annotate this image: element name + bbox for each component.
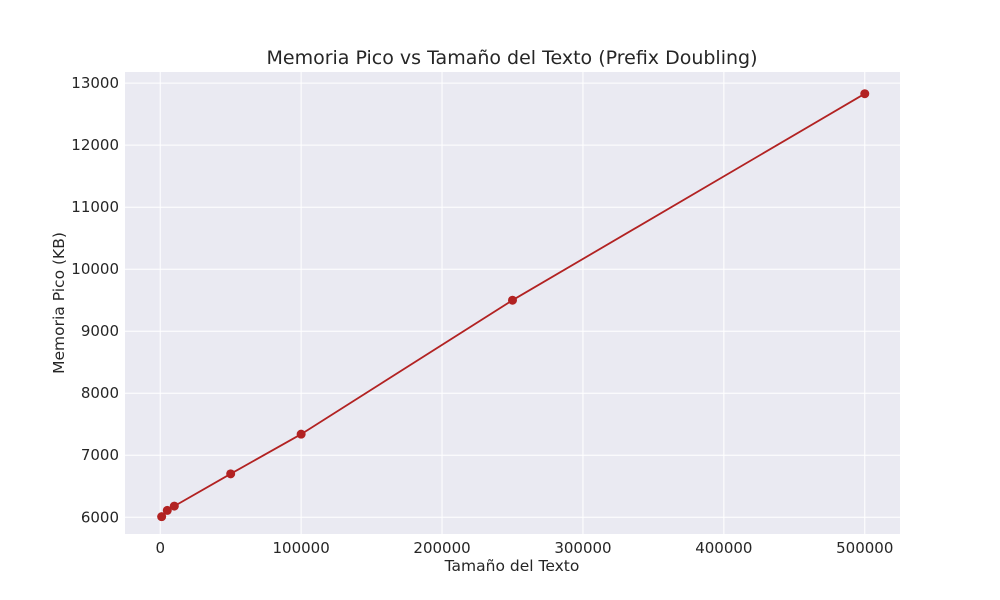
data-point <box>162 505 172 515</box>
data-point <box>860 89 870 99</box>
data-point <box>157 512 167 522</box>
grid <box>125 72 900 534</box>
tick-labels: 0 100000 200000 300000 400000 500000 6000 7000 8… <box>71 74 893 557</box>
data-point <box>226 469 236 479</box>
data-point <box>169 501 179 511</box>
data-point <box>296 429 306 439</box>
y-tick-label: 8000 <box>81 384 119 402</box>
data-point <box>508 295 517 305</box>
y-tick-label: 6000 <box>81 508 119 526</box>
y-tick-label: 7000 <box>81 446 119 464</box>
chart-title: Memoria Pico vs Tamaño del Texto (Prefix… <box>266 47 757 69</box>
series-layer <box>157 89 870 522</box>
y-tick-label: 13000 <box>71 74 119 92</box>
y-tick-label: 9000 <box>81 322 119 340</box>
y-axis-label: Memoria Pico (KB) <box>50 232 68 374</box>
x-axis-label: Tamaño del Texto <box>444 557 580 575</box>
x-tick-label: 100000 <box>273 539 330 557</box>
y-tick-label: 11000 <box>71 198 119 216</box>
x-tick-label: 200000 <box>413 539 470 557</box>
x-tick-label: 500000 <box>836 539 893 557</box>
x-tick-label: 0 <box>155 539 165 557</box>
x-tick-label: 400000 <box>695 539 752 557</box>
y-tick-label: 12000 <box>71 136 119 154</box>
x-tick-label: 300000 <box>554 539 611 557</box>
y-tick-label: 10000 <box>71 260 119 278</box>
